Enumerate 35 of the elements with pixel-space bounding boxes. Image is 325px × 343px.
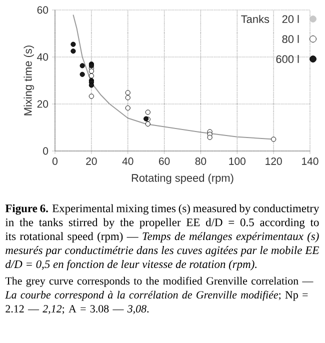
text: The grey curve corresponds to the modified Grenville correlation — La courbe correspond à la corrélation de Grenville modifiée; Np = 2.12 — 2,12; A = 3.08 — 3,08.	[5, 276, 314, 314]
x-tick-label: 140	[302, 158, 318, 165]
point	[207, 134, 212, 140]
x-tick-label: 0	[52, 158, 58, 165]
point	[70, 48, 76, 54]
x-axis-title: Rotating speed (rpm)	[132, 174, 234, 184]
legend-label: 80 l	[282, 34, 299, 44]
x-tick-label: 40	[122, 158, 134, 165]
point	[125, 95, 130, 100]
point	[271, 136, 276, 142]
x-tick-label: 20	[86, 158, 97, 165]
point	[145, 121, 150, 127]
point	[88, 68, 94, 74]
y-axis-title: Mixing time (s)	[24, 46, 34, 116]
point	[88, 94, 94, 99]
point	[80, 72, 85, 77]
point	[125, 105, 130, 111]
y-tick-label: 40	[37, 53, 48, 61]
text: Figure 6. Experimental mixing times (s) measured by conductimetry in the tanks stirred by the propeller EE d/D = 0.5 according to its rotational speed (rpm) — Temps de mélanges expérimentaux (s) mesurés par conductimétrie dans les cuves agitées par le mobile EE d/D = 0,5 en fonction de leur vitesse de rotation (rpm).	[5, 204, 320, 270]
x-tick-label: 60	[159, 158, 170, 165]
point	[80, 63, 85, 68]
point	[145, 110, 150, 115]
point	[88, 73, 94, 78]
x-tick-label: 100	[229, 158, 246, 165]
legend-title: Tanks	[241, 14, 270, 24]
point	[88, 82, 94, 88]
point	[70, 42, 76, 47]
y-tick-label: 20	[37, 100, 48, 108]
y-tick-label: 0	[43, 147, 48, 155]
legend-label: 20 l	[282, 14, 299, 24]
y-tick-label: 60	[37, 6, 48, 14]
point	[125, 90, 130, 96]
x-tick-label: 120	[266, 158, 282, 165]
legend-label: 600 l	[276, 54, 299, 64]
x-tick-label: 80	[195, 158, 206, 165]
